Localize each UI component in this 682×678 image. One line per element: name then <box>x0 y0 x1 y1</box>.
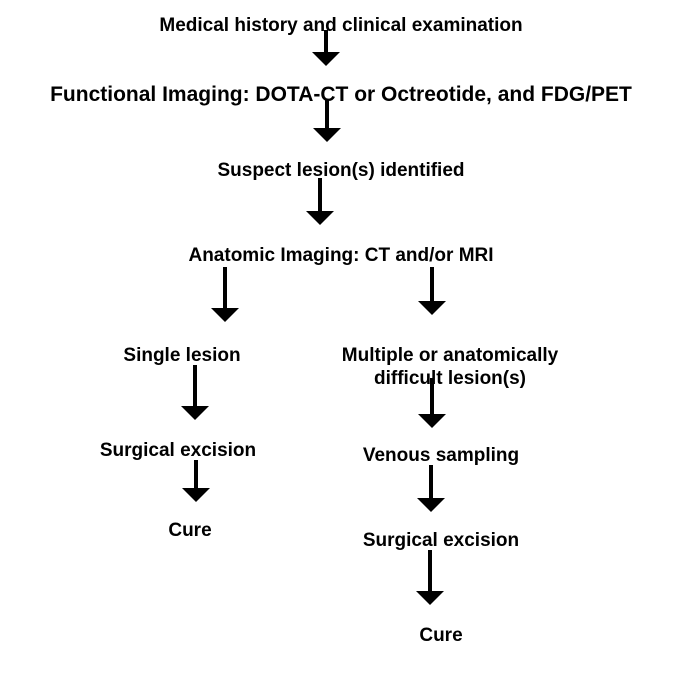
flow-node: Medical history and clinical examination <box>91 15 591 38</box>
flow-node: Suspect lesion(s) identified <box>141 160 541 183</box>
flow-node: Multiple or anatomically difficult lesio… <box>290 345 610 391</box>
arrow <box>306 178 334 225</box>
flow-node: Cure <box>115 520 265 543</box>
arrow <box>181 365 209 420</box>
arrow <box>417 465 445 512</box>
flow-node: Surgical excision <box>48 440 308 463</box>
arrow <box>211 267 239 322</box>
arrow <box>418 267 446 315</box>
flow-node: Cure <box>366 625 516 648</box>
flow-node: Functional Imaging: DOTA-CT or Octreotid… <box>0 82 682 107</box>
flow-node: Anatomic Imaging: CT and/or MRI <box>116 245 566 268</box>
arrow <box>416 550 444 605</box>
flow-node: Venous sampling <box>311 445 571 468</box>
arrow <box>182 460 210 502</box>
flow-node: Single lesion <box>52 345 312 368</box>
flow-node: Surgical excision <box>311 530 571 553</box>
